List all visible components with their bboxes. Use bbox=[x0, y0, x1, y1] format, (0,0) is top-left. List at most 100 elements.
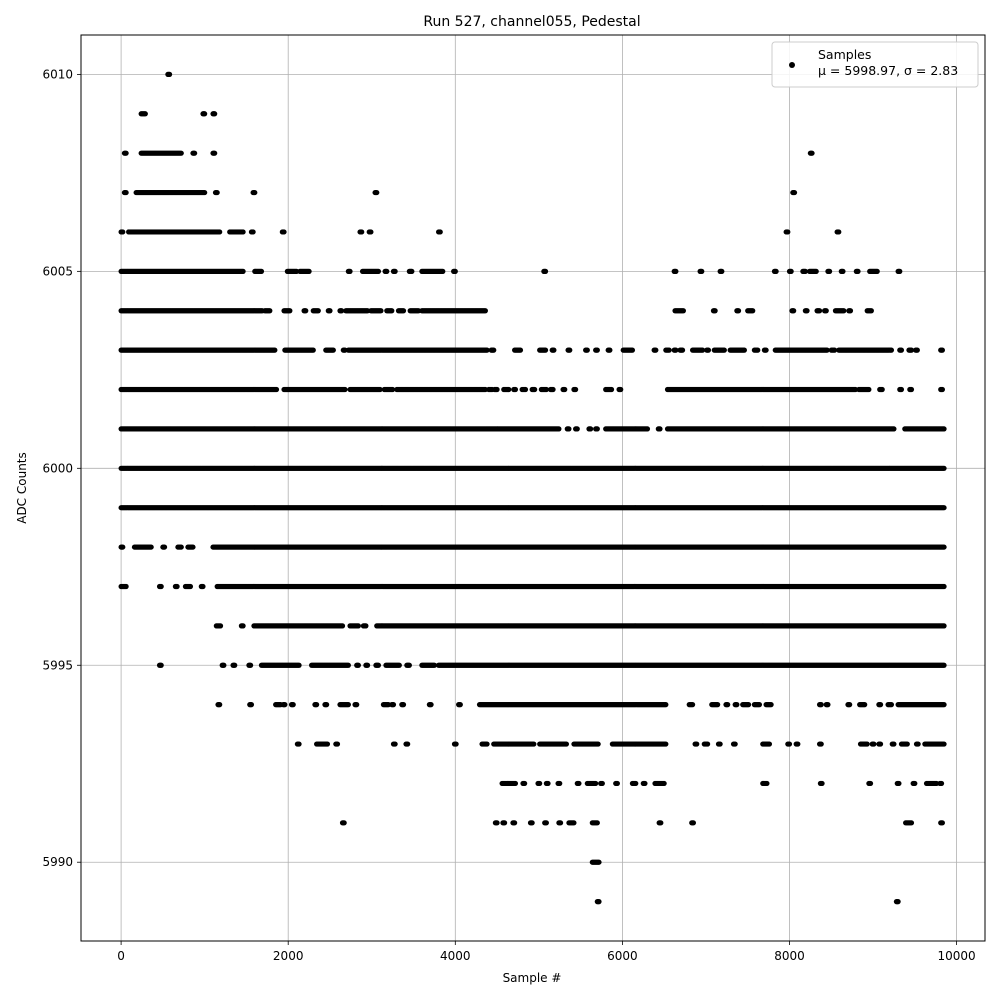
data-point bbox=[841, 308, 847, 314]
data-point bbox=[306, 268, 312, 274]
data-point bbox=[594, 426, 600, 432]
data-point bbox=[879, 386, 885, 393]
data-point bbox=[802, 268, 808, 274]
data-points bbox=[118, 71, 947, 905]
data-point bbox=[809, 150, 815, 156]
data-point bbox=[763, 347, 769, 353]
data-point bbox=[721, 347, 727, 353]
data-point bbox=[653, 347, 659, 353]
data-point bbox=[142, 111, 148, 117]
data-point bbox=[368, 229, 374, 235]
data-point bbox=[202, 189, 208, 196]
data-point bbox=[217, 229, 223, 235]
data-point bbox=[773, 268, 779, 274]
data-point bbox=[517, 347, 524, 353]
data-point bbox=[823, 308, 829, 314]
data-point bbox=[941, 505, 947, 511]
data-point bbox=[897, 268, 903, 274]
data-point bbox=[898, 347, 905, 353]
data-point bbox=[719, 268, 725, 274]
data-point bbox=[741, 347, 747, 353]
data-point bbox=[123, 189, 129, 196]
data-point bbox=[494, 386, 500, 393]
data-point bbox=[120, 229, 126, 235]
data-point bbox=[666, 347, 672, 353]
data-point bbox=[657, 426, 663, 432]
data-point bbox=[378, 308, 384, 314]
data-point bbox=[594, 347, 600, 353]
data-point bbox=[375, 268, 382, 274]
data-point bbox=[252, 189, 258, 196]
data-point bbox=[874, 268, 880, 274]
data-point bbox=[543, 386, 549, 393]
data-point bbox=[287, 308, 293, 314]
data-point bbox=[567, 347, 573, 353]
data-point bbox=[866, 386, 872, 393]
data-point bbox=[272, 347, 278, 353]
data-point bbox=[700, 347, 706, 353]
data-point bbox=[566, 426, 572, 432]
data-point bbox=[607, 347, 613, 353]
data-point bbox=[437, 229, 443, 235]
data-point bbox=[680, 308, 686, 314]
data-point bbox=[491, 347, 497, 353]
data-point bbox=[832, 347, 838, 353]
data-point bbox=[791, 189, 798, 196]
data-point bbox=[584, 347, 590, 353]
data-point bbox=[359, 229, 365, 235]
data-point bbox=[574, 426, 580, 432]
data-point bbox=[868, 308, 874, 314]
data-point bbox=[377, 386, 383, 393]
data-point bbox=[618, 386, 624, 393]
data-point bbox=[813, 268, 819, 274]
data-point bbox=[522, 386, 529, 393]
data-point bbox=[347, 268, 353, 274]
data-point bbox=[855, 268, 861, 274]
data-point bbox=[258, 268, 265, 274]
data-point bbox=[644, 426, 651, 432]
data-point bbox=[482, 308, 488, 314]
data-point bbox=[240, 229, 246, 235]
data-point bbox=[178, 150, 184, 156]
data-point bbox=[202, 111, 208, 117]
data-point bbox=[327, 308, 333, 314]
data-point bbox=[755, 347, 761, 353]
data-point bbox=[941, 465, 947, 471]
data-point bbox=[673, 347, 679, 353]
data-point bbox=[315, 308, 321, 314]
data-point bbox=[384, 268, 390, 274]
data-point bbox=[192, 150, 198, 156]
data-point bbox=[551, 347, 557, 353]
data-point bbox=[699, 268, 705, 274]
data-point bbox=[939, 347, 945, 353]
data-point bbox=[392, 268, 398, 274]
data-point bbox=[556, 426, 562, 432]
data-point bbox=[914, 347, 920, 353]
data-point bbox=[330, 347, 336, 353]
data-point bbox=[374, 189, 380, 196]
data-point bbox=[891, 426, 897, 432]
data-point bbox=[339, 308, 345, 314]
data-point bbox=[562, 386, 568, 393]
data-point bbox=[178, 544, 184, 550]
data-point bbox=[250, 229, 256, 235]
data-point bbox=[532, 386, 538, 393]
data-point bbox=[148, 544, 154, 550]
data-point bbox=[573, 386, 579, 393]
data-point bbox=[941, 426, 947, 432]
data-point bbox=[400, 308, 407, 314]
data-point bbox=[542, 347, 549, 353]
data-point bbox=[788, 268, 794, 274]
chart-title: Run 527, channel055, Pedestal bbox=[423, 14, 640, 30]
data-point bbox=[785, 229, 791, 235]
data-point bbox=[303, 308, 309, 314]
data-point bbox=[390, 386, 396, 393]
data-point bbox=[629, 347, 636, 353]
data-point bbox=[214, 189, 220, 196]
data-point bbox=[791, 308, 797, 314]
data-point bbox=[847, 308, 854, 314]
data-point bbox=[310, 347, 316, 353]
plot-area bbox=[80, 34, 986, 942]
